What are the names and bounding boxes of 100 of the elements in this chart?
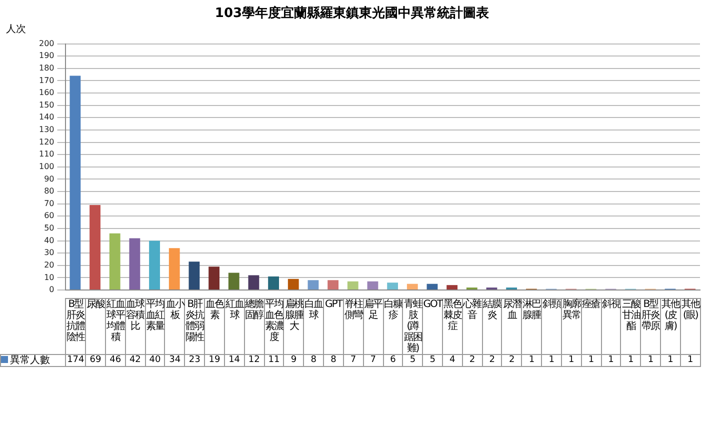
x-tick-label: 其他(皮膚) <box>660 298 680 354</box>
x-tick-label: B型肝炎帶原 <box>640 298 661 354</box>
data-label: 1 <box>522 354 542 366</box>
x-tick-label: 脊柱側彎 <box>343 298 364 354</box>
x-tick-label: B型肝炎抗體陰性 <box>66 298 86 354</box>
data-label: 5 <box>402 354 423 366</box>
x-tick-label: 結膜炎 <box>482 298 502 354</box>
x-tick-label: 痤瘡 <box>581 298 602 354</box>
y-tick-label: 180 <box>38 64 54 72</box>
data-label: 11 <box>264 354 284 366</box>
y-tick-label: 40 <box>44 236 54 245</box>
data-label: 69 <box>86 354 106 366</box>
x-tick-label: 紅血球 <box>224 298 244 354</box>
y-tick-label: 10 <box>44 272 54 282</box>
x-tick-label: 平均血色素濃度 <box>264 298 284 354</box>
y-tick-label: 0 <box>49 285 54 294</box>
data-label: 5 <box>422 354 442 366</box>
x-tick-label: 斜視 <box>601 298 621 354</box>
data-label: 1 <box>680 354 700 366</box>
x-tick-label: 血球容積比 <box>125 298 146 354</box>
x-tick-label: 血色素 <box>204 298 224 354</box>
data-label: 12 <box>244 354 264 366</box>
bar <box>406 284 418 290</box>
x-tick-label: 三酸甘油酯 <box>620 298 641 354</box>
data-label: 2 <box>482 354 502 366</box>
chart-title: 103學年度宜蘭縣羅東鎮東光國中異常統計圖表 <box>214 4 490 22</box>
data-label: 7 <box>343 354 364 366</box>
bar <box>90 205 100 290</box>
x-tick-label: GOT <box>422 298 442 354</box>
data-label: 1 <box>640 354 661 366</box>
bar <box>70 76 81 290</box>
y-tick-label: 160 <box>38 88 54 98</box>
data-label: 1 <box>601 354 621 366</box>
x-tick-label: B肝炎抗體弱陽性 <box>184 298 205 354</box>
x-tick-label: 白糠疹 <box>383 298 403 354</box>
y-tick-label: 100 <box>38 162 54 171</box>
legend-label: 異常人數 <box>0 354 66 366</box>
data-label: 8 <box>304 354 324 366</box>
x-tick-label: GPT <box>324 298 344 354</box>
x-tick-label: 扁平足 <box>363 298 384 354</box>
y-tick-label: 140 <box>38 112 54 122</box>
data-label: 1 <box>660 354 680 366</box>
data-label: 8 <box>324 354 344 366</box>
bar <box>188 262 200 290</box>
bar <box>129 238 140 290</box>
data-label: 1 <box>581 354 602 366</box>
bar <box>328 280 338 290</box>
y-tick-label: 110 <box>38 150 54 159</box>
bar <box>387 282 398 290</box>
x-tick-label: 胸廓異常 <box>561 298 582 354</box>
x-tick-label: 心雜音 <box>462 298 482 354</box>
x-tick-label: 尿潛血 <box>502 298 522 354</box>
data-label: 46 <box>105 354 126 366</box>
y-tick-label: 190 <box>38 51 54 60</box>
bar <box>228 272 240 290</box>
x-tick-label: 淋巴腺腫 <box>522 298 542 354</box>
data-label: 42 <box>125 354 146 366</box>
bar <box>268 276 279 290</box>
bar <box>308 280 319 290</box>
y-tick-label: 170 <box>38 76 54 85</box>
bar <box>109 233 120 290</box>
x-tick-label: 其他(眼) <box>680 298 700 354</box>
data-label: 2 <box>462 354 482 366</box>
bar <box>208 266 220 290</box>
bar <box>367 281 378 290</box>
data-label: 34 <box>164 354 185 366</box>
y-tick-label: 60 <box>44 211 54 220</box>
y-tick-label: 150 <box>38 100 54 110</box>
bar <box>347 281 358 290</box>
data-label: 19 <box>204 354 224 366</box>
data-label: 4 <box>442 354 462 366</box>
y-tick-label: 90 <box>44 174 54 184</box>
bar <box>446 285 458 290</box>
bar <box>248 275 260 290</box>
x-tick-label: 平均血紅素量 <box>145 298 165 354</box>
y-tick-label: 200 <box>38 38 54 48</box>
data-label: 174 <box>66 354 86 366</box>
bar <box>288 278 299 290</box>
x-tick-label: 白血球 <box>304 298 324 354</box>
data-label: 1 <box>561 354 582 366</box>
bar <box>149 240 160 290</box>
y-tick-label: 20 <box>44 260 54 270</box>
x-tick-label: 紅血球平均體積 <box>105 298 126 354</box>
x-tick-label: 扁桃腺腫大 <box>284 298 304 354</box>
bar <box>426 284 438 290</box>
x-tick-label: 斜頸 <box>542 298 562 354</box>
y-tick-label: 120 <box>38 137 54 146</box>
y-tick-label: 70 <box>44 198 54 208</box>
data-label: 6 <box>383 354 403 366</box>
data-label: 2 <box>502 354 522 366</box>
x-tick-label: 青蛙肢(蹲踞困難) <box>402 298 423 354</box>
y-tick-label: 50 <box>44 224 54 233</box>
x-tick-label: 黑色棘皮症 <box>442 298 462 354</box>
data-label: 1 <box>542 354 562 366</box>
x-tick-label: 尿酸 <box>86 298 106 354</box>
data-label: 23 <box>184 354 205 366</box>
x-tick-label: 總膽固醇 <box>244 298 264 354</box>
data-label: 9 <box>284 354 304 366</box>
data-label: 7 <box>363 354 384 366</box>
y-tick-label: 30 <box>44 248 54 258</box>
